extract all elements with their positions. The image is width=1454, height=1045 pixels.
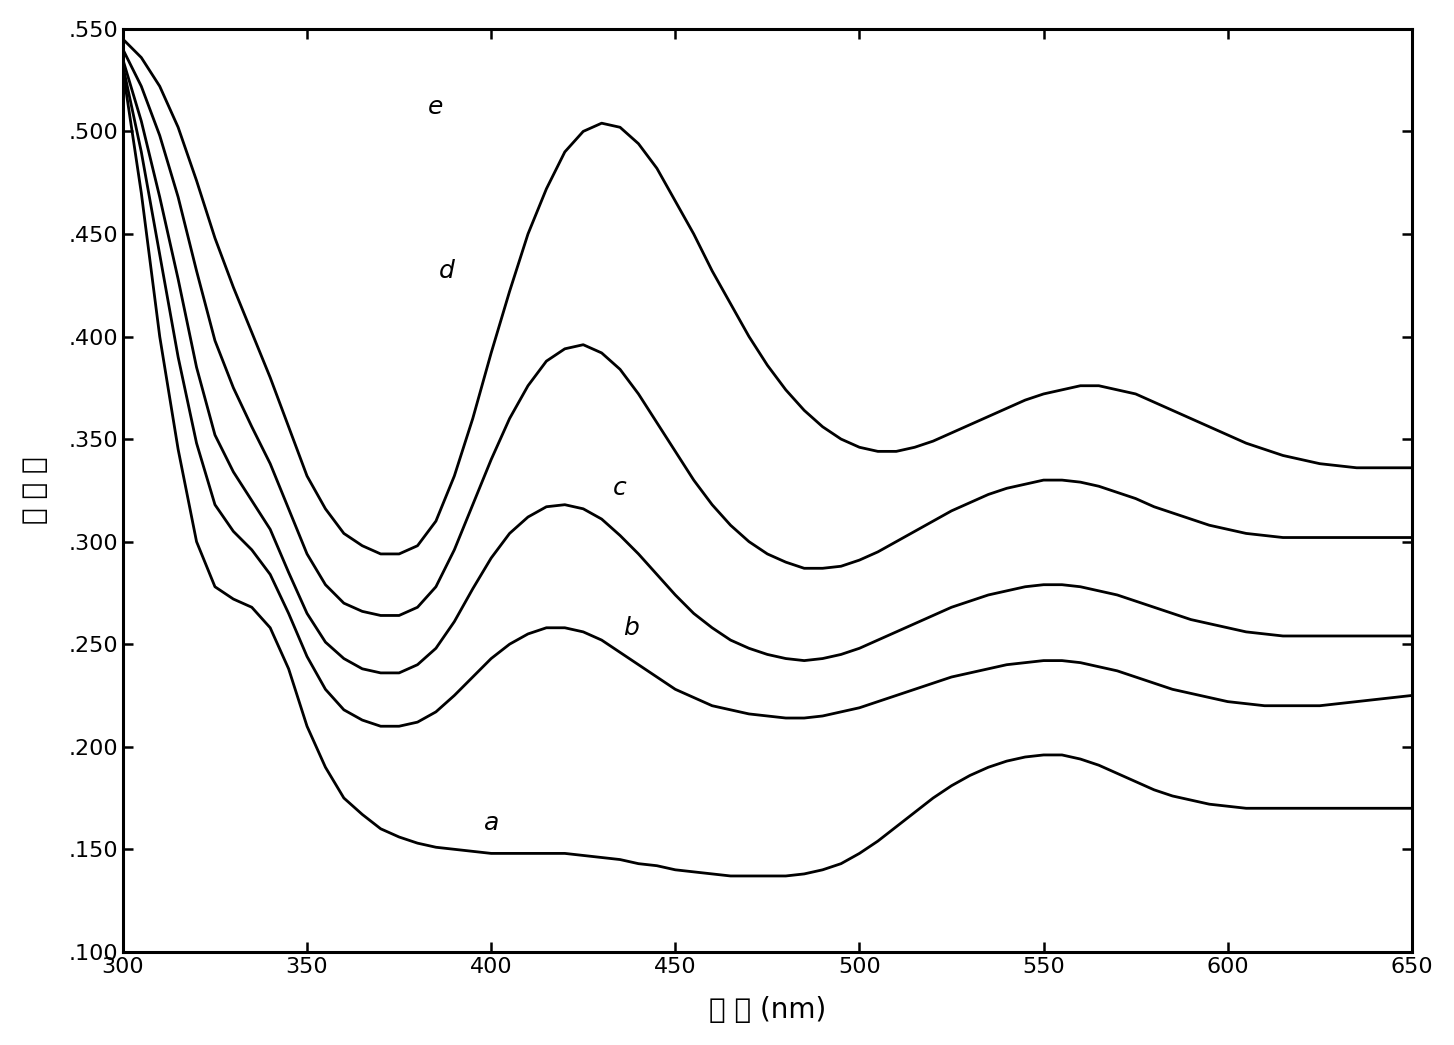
Text: e: e — [429, 95, 443, 119]
X-axis label: 波 长 (nm): 波 长 (nm) — [708, 996, 826, 1024]
Text: c: c — [614, 477, 627, 501]
Text: b: b — [624, 616, 640, 640]
Text: d: d — [439, 259, 455, 283]
Y-axis label: 吸 光 度: 吸 光 度 — [20, 457, 49, 525]
Text: a: a — [484, 811, 499, 835]
